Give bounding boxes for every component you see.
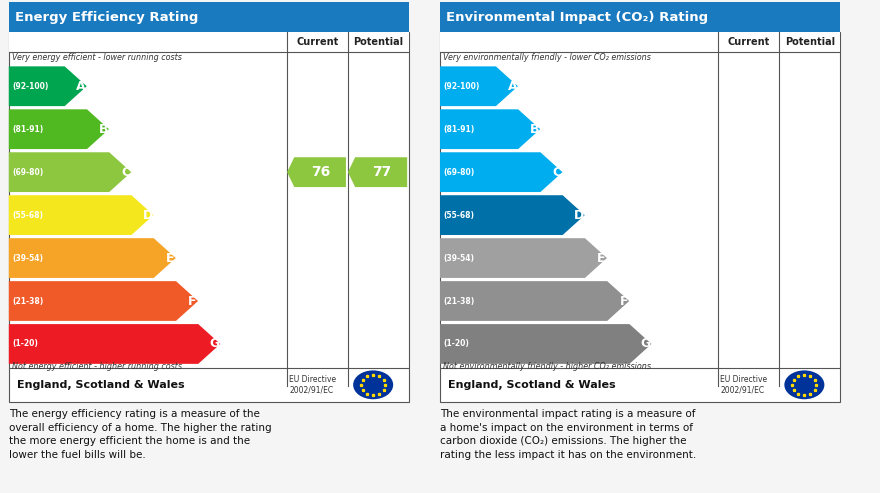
Text: (92-100): (92-100) bbox=[12, 82, 48, 91]
Text: Current: Current bbox=[297, 37, 339, 47]
Polygon shape bbox=[440, 152, 562, 192]
Text: (39-54): (39-54) bbox=[12, 253, 43, 263]
Polygon shape bbox=[9, 195, 153, 235]
Text: 76: 76 bbox=[311, 165, 330, 179]
Text: A: A bbox=[508, 80, 517, 93]
Polygon shape bbox=[348, 157, 407, 187]
Text: (21-38): (21-38) bbox=[444, 296, 474, 306]
Polygon shape bbox=[9, 109, 109, 149]
Text: (1-20): (1-20) bbox=[444, 340, 469, 349]
Text: F: F bbox=[620, 294, 628, 308]
Text: (21-38): (21-38) bbox=[12, 296, 43, 306]
Text: EU Directive
2002/91/EC: EU Directive 2002/91/EC bbox=[721, 375, 767, 394]
Bar bbox=[440, 368, 840, 402]
Text: B: B bbox=[99, 123, 108, 136]
Polygon shape bbox=[440, 324, 651, 364]
Text: (81-91): (81-91) bbox=[444, 125, 474, 134]
Text: (69-80): (69-80) bbox=[444, 168, 474, 176]
Text: F: F bbox=[188, 294, 197, 308]
Text: C: C bbox=[121, 166, 130, 178]
Ellipse shape bbox=[784, 370, 825, 399]
Text: 77: 77 bbox=[372, 165, 391, 179]
Text: The environmental impact rating is a measure of
a home's impact on the environme: The environmental impact rating is a mea… bbox=[440, 409, 696, 460]
Text: (55-68): (55-68) bbox=[12, 211, 43, 219]
Text: Potential: Potential bbox=[354, 37, 404, 47]
Text: (81-91): (81-91) bbox=[12, 125, 43, 134]
Polygon shape bbox=[9, 67, 87, 106]
Text: England, Scotland & Wales: England, Scotland & Wales bbox=[17, 380, 185, 390]
Polygon shape bbox=[9, 152, 131, 192]
Text: G: G bbox=[209, 338, 220, 351]
Polygon shape bbox=[440, 67, 518, 106]
Bar bbox=[9, 2, 409, 33]
Polygon shape bbox=[440, 195, 584, 235]
Polygon shape bbox=[9, 238, 176, 278]
Text: A: A bbox=[77, 80, 86, 93]
Text: (92-100): (92-100) bbox=[444, 82, 480, 91]
Bar bbox=[9, 368, 409, 402]
Text: Very energy efficient - lower running costs: Very energy efficient - lower running co… bbox=[12, 53, 182, 62]
Text: B: B bbox=[530, 123, 539, 136]
Polygon shape bbox=[287, 157, 346, 187]
Bar bbox=[440, 33, 840, 52]
Text: Not energy efficient - higher running costs: Not energy efficient - higher running co… bbox=[12, 362, 182, 371]
Polygon shape bbox=[440, 109, 540, 149]
Bar bbox=[440, 2, 840, 33]
Polygon shape bbox=[9, 324, 220, 364]
Text: EU Directive
2002/91/EC: EU Directive 2002/91/EC bbox=[289, 375, 336, 394]
Text: Energy Efficiency Rating: Energy Efficiency Rating bbox=[15, 11, 198, 24]
Text: Very environmentally friendly - lower CO₂ emissions: Very environmentally friendly - lower CO… bbox=[444, 53, 651, 62]
Bar bbox=[9, 33, 409, 52]
Text: The energy efficiency rating is a measure of the
overall efficiency of a home. T: The energy efficiency rating is a measur… bbox=[9, 409, 271, 460]
Text: Not environmentally friendly - higher CO₂ emissions: Not environmentally friendly - higher CO… bbox=[444, 362, 651, 371]
Text: E: E bbox=[166, 251, 174, 265]
Ellipse shape bbox=[353, 370, 393, 399]
Polygon shape bbox=[440, 238, 607, 278]
Text: (39-54): (39-54) bbox=[444, 253, 474, 263]
Text: Current: Current bbox=[728, 37, 770, 47]
Text: D: D bbox=[143, 209, 153, 222]
Text: C: C bbox=[553, 166, 561, 178]
Text: D: D bbox=[574, 209, 584, 222]
Text: Potential: Potential bbox=[785, 37, 835, 47]
Text: (69-80): (69-80) bbox=[12, 168, 43, 176]
Text: G: G bbox=[641, 338, 651, 351]
Text: England, Scotland & Wales: England, Scotland & Wales bbox=[448, 380, 616, 390]
Text: (1-20): (1-20) bbox=[12, 340, 38, 349]
Polygon shape bbox=[440, 281, 629, 321]
Text: E: E bbox=[598, 251, 605, 265]
Polygon shape bbox=[9, 281, 198, 321]
Text: Environmental Impact (CO₂) Rating: Environmental Impact (CO₂) Rating bbox=[446, 11, 708, 24]
Text: (55-68): (55-68) bbox=[444, 211, 474, 219]
